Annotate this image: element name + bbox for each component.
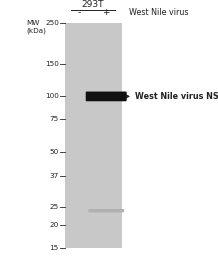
- Text: -: -: [78, 8, 81, 17]
- Text: 150: 150: [45, 61, 59, 67]
- Text: 37: 37: [50, 173, 59, 179]
- Text: 250: 250: [45, 20, 59, 26]
- Text: MW
(kDa): MW (kDa): [26, 20, 46, 34]
- Text: West Nile virus: West Nile virus: [129, 8, 188, 17]
- Text: 50: 50: [50, 149, 59, 155]
- Text: 293T: 293T: [82, 0, 104, 9]
- Text: 25: 25: [50, 205, 59, 210]
- FancyBboxPatch shape: [86, 92, 127, 101]
- Text: +: +: [102, 8, 110, 17]
- Text: 15: 15: [50, 245, 59, 251]
- Text: 20: 20: [50, 222, 59, 228]
- FancyBboxPatch shape: [88, 209, 124, 212]
- Text: West Nile virus NS5 protein: West Nile virus NS5 protein: [135, 92, 218, 101]
- Text: 75: 75: [50, 116, 59, 122]
- Bar: [65, 23, 122, 248]
- Text: 100: 100: [45, 93, 59, 99]
